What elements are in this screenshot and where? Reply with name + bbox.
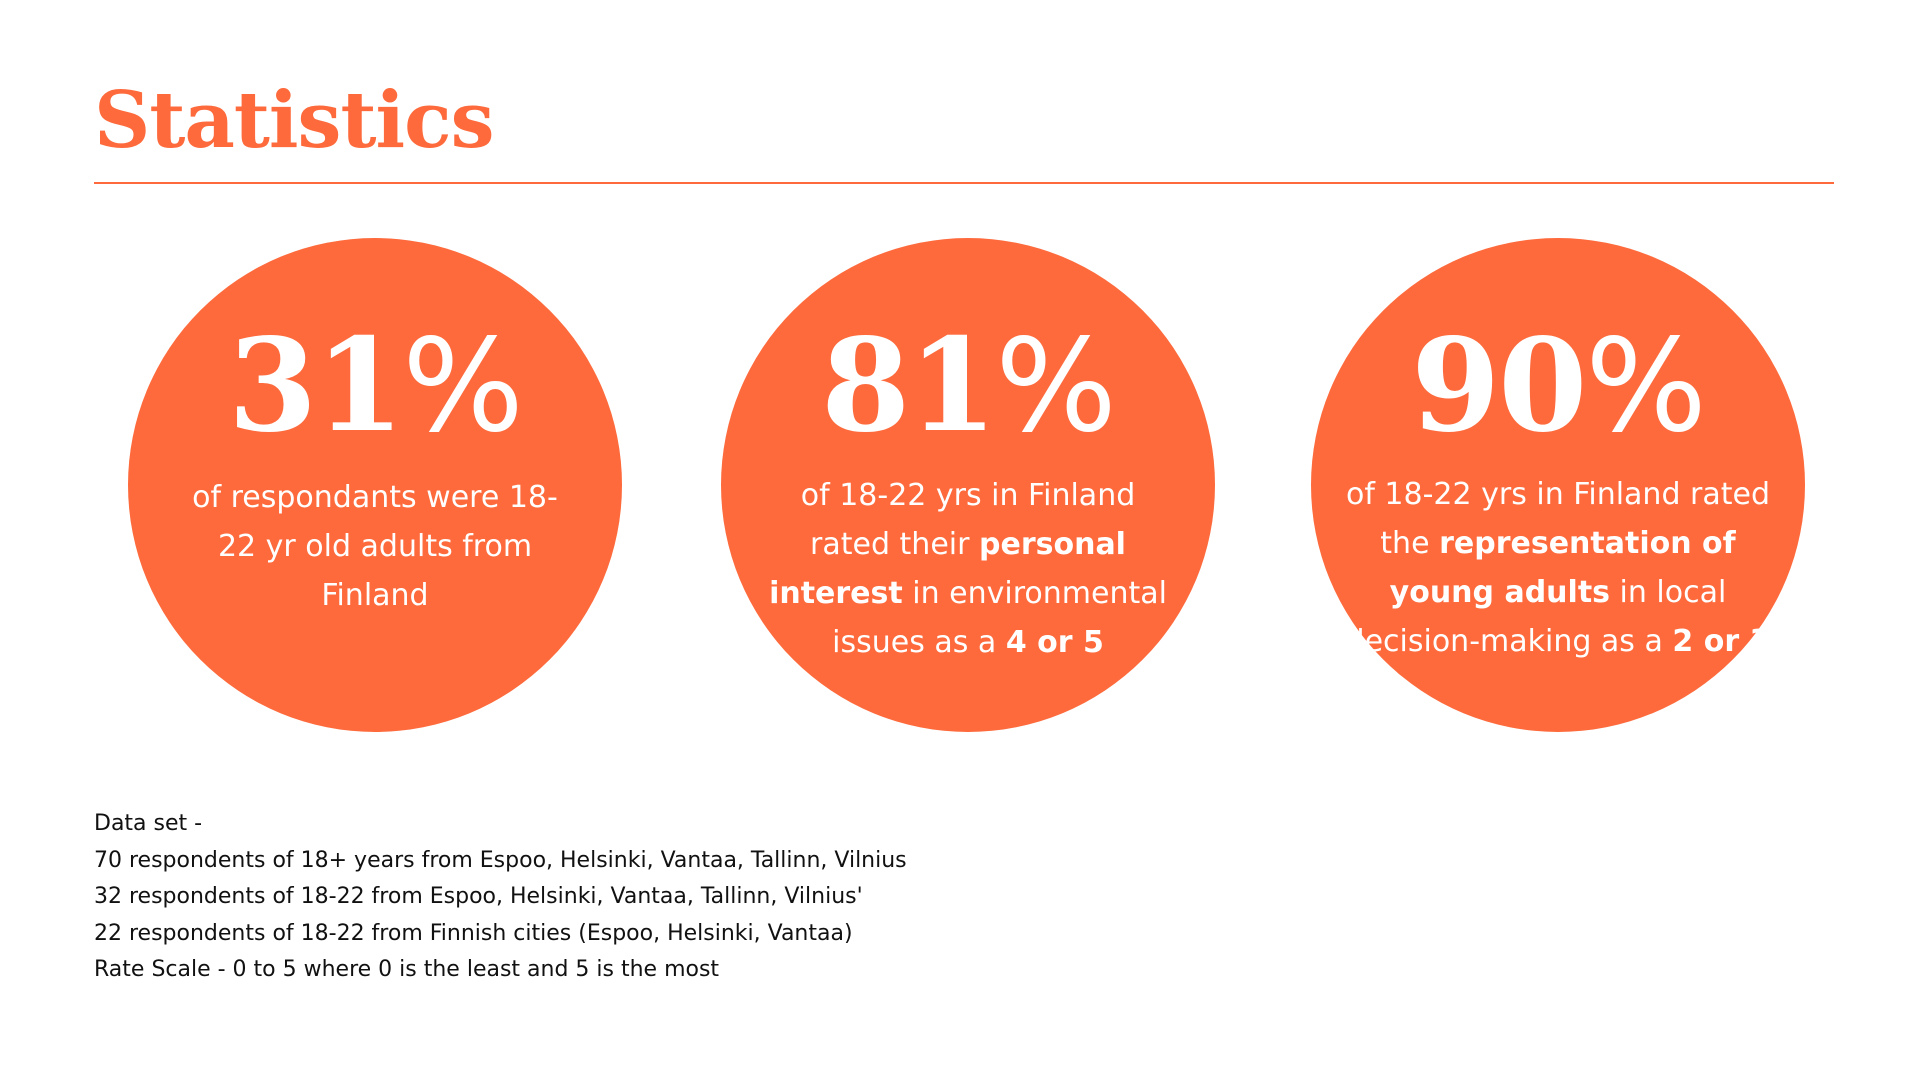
description-text: in environmental issues as a	[832, 576, 1167, 660]
dataset-line: 32 respondents of 18-22 from Espoo, Hels…	[94, 884, 863, 909]
stat-1-description: of respondants were 18-22 yr old adults …	[128, 473, 622, 620]
stat-3-percentage: 90%	[1311, 322, 1805, 451]
dataset-heading: Data set -	[94, 811, 203, 836]
stat-1-unit: %	[402, 312, 524, 461]
description-text: in local decision-making as a	[1345, 575, 1727, 659]
page-title: Statistics	[94, 75, 495, 166]
stat-circle-1: 31% of respondants were 18-22 yr old adu…	[128, 238, 622, 732]
stat-2-percentage: 81%	[721, 322, 1215, 451]
description-emphasis: personal interest	[769, 527, 1126, 611]
stat-3-value: 90	[1411, 311, 1587, 461]
stat-2-unit: %	[995, 312, 1117, 461]
stat-circle-3: 90% of 18-22 yrs in Finland rated the re…	[1311, 238, 1805, 732]
stat-circle-2: 81% of 18-22 yrs in Finland rated their …	[721, 238, 1215, 732]
dataset-line: Rate Scale - 0 to 5 where 0 is the least…	[94, 957, 720, 982]
description-text: of 18-22 yrs in Finland rated the	[1345, 477, 1770, 561]
description-emphasis: 4 or 5	[1005, 625, 1104, 660]
stat-1-percentage: 31%	[128, 322, 622, 451]
stat-1-value: 31	[228, 311, 404, 461]
stat-3-description: of 18-22 yrs in Finland rated the repres…	[1311, 470, 1805, 666]
title-divider	[94, 182, 1834, 184]
description-text: of 18-22 yrs in Finland rated their	[800, 478, 1136, 562]
stat-2-value: 81	[821, 311, 997, 461]
description-emphasis: representation of young adults	[1389, 526, 1736, 610]
description-emphasis: 2 or 3	[1672, 624, 1771, 659]
dataset-notes: Data set - 70 respondents of 18+ years f…	[94, 806, 907, 989]
stat-2-description: of 18-22 yrs in Finland rated their pers…	[721, 471, 1215, 667]
stat-3-unit: %	[1585, 312, 1707, 461]
dataset-line: 22 respondents of 18-22 from Finnish cit…	[94, 920, 853, 946]
dataset-line: 70 respondents of 18+ years from Espoo, …	[94, 847, 907, 873]
description-text: of respondants were 18-22 yr old adults …	[192, 480, 558, 613]
